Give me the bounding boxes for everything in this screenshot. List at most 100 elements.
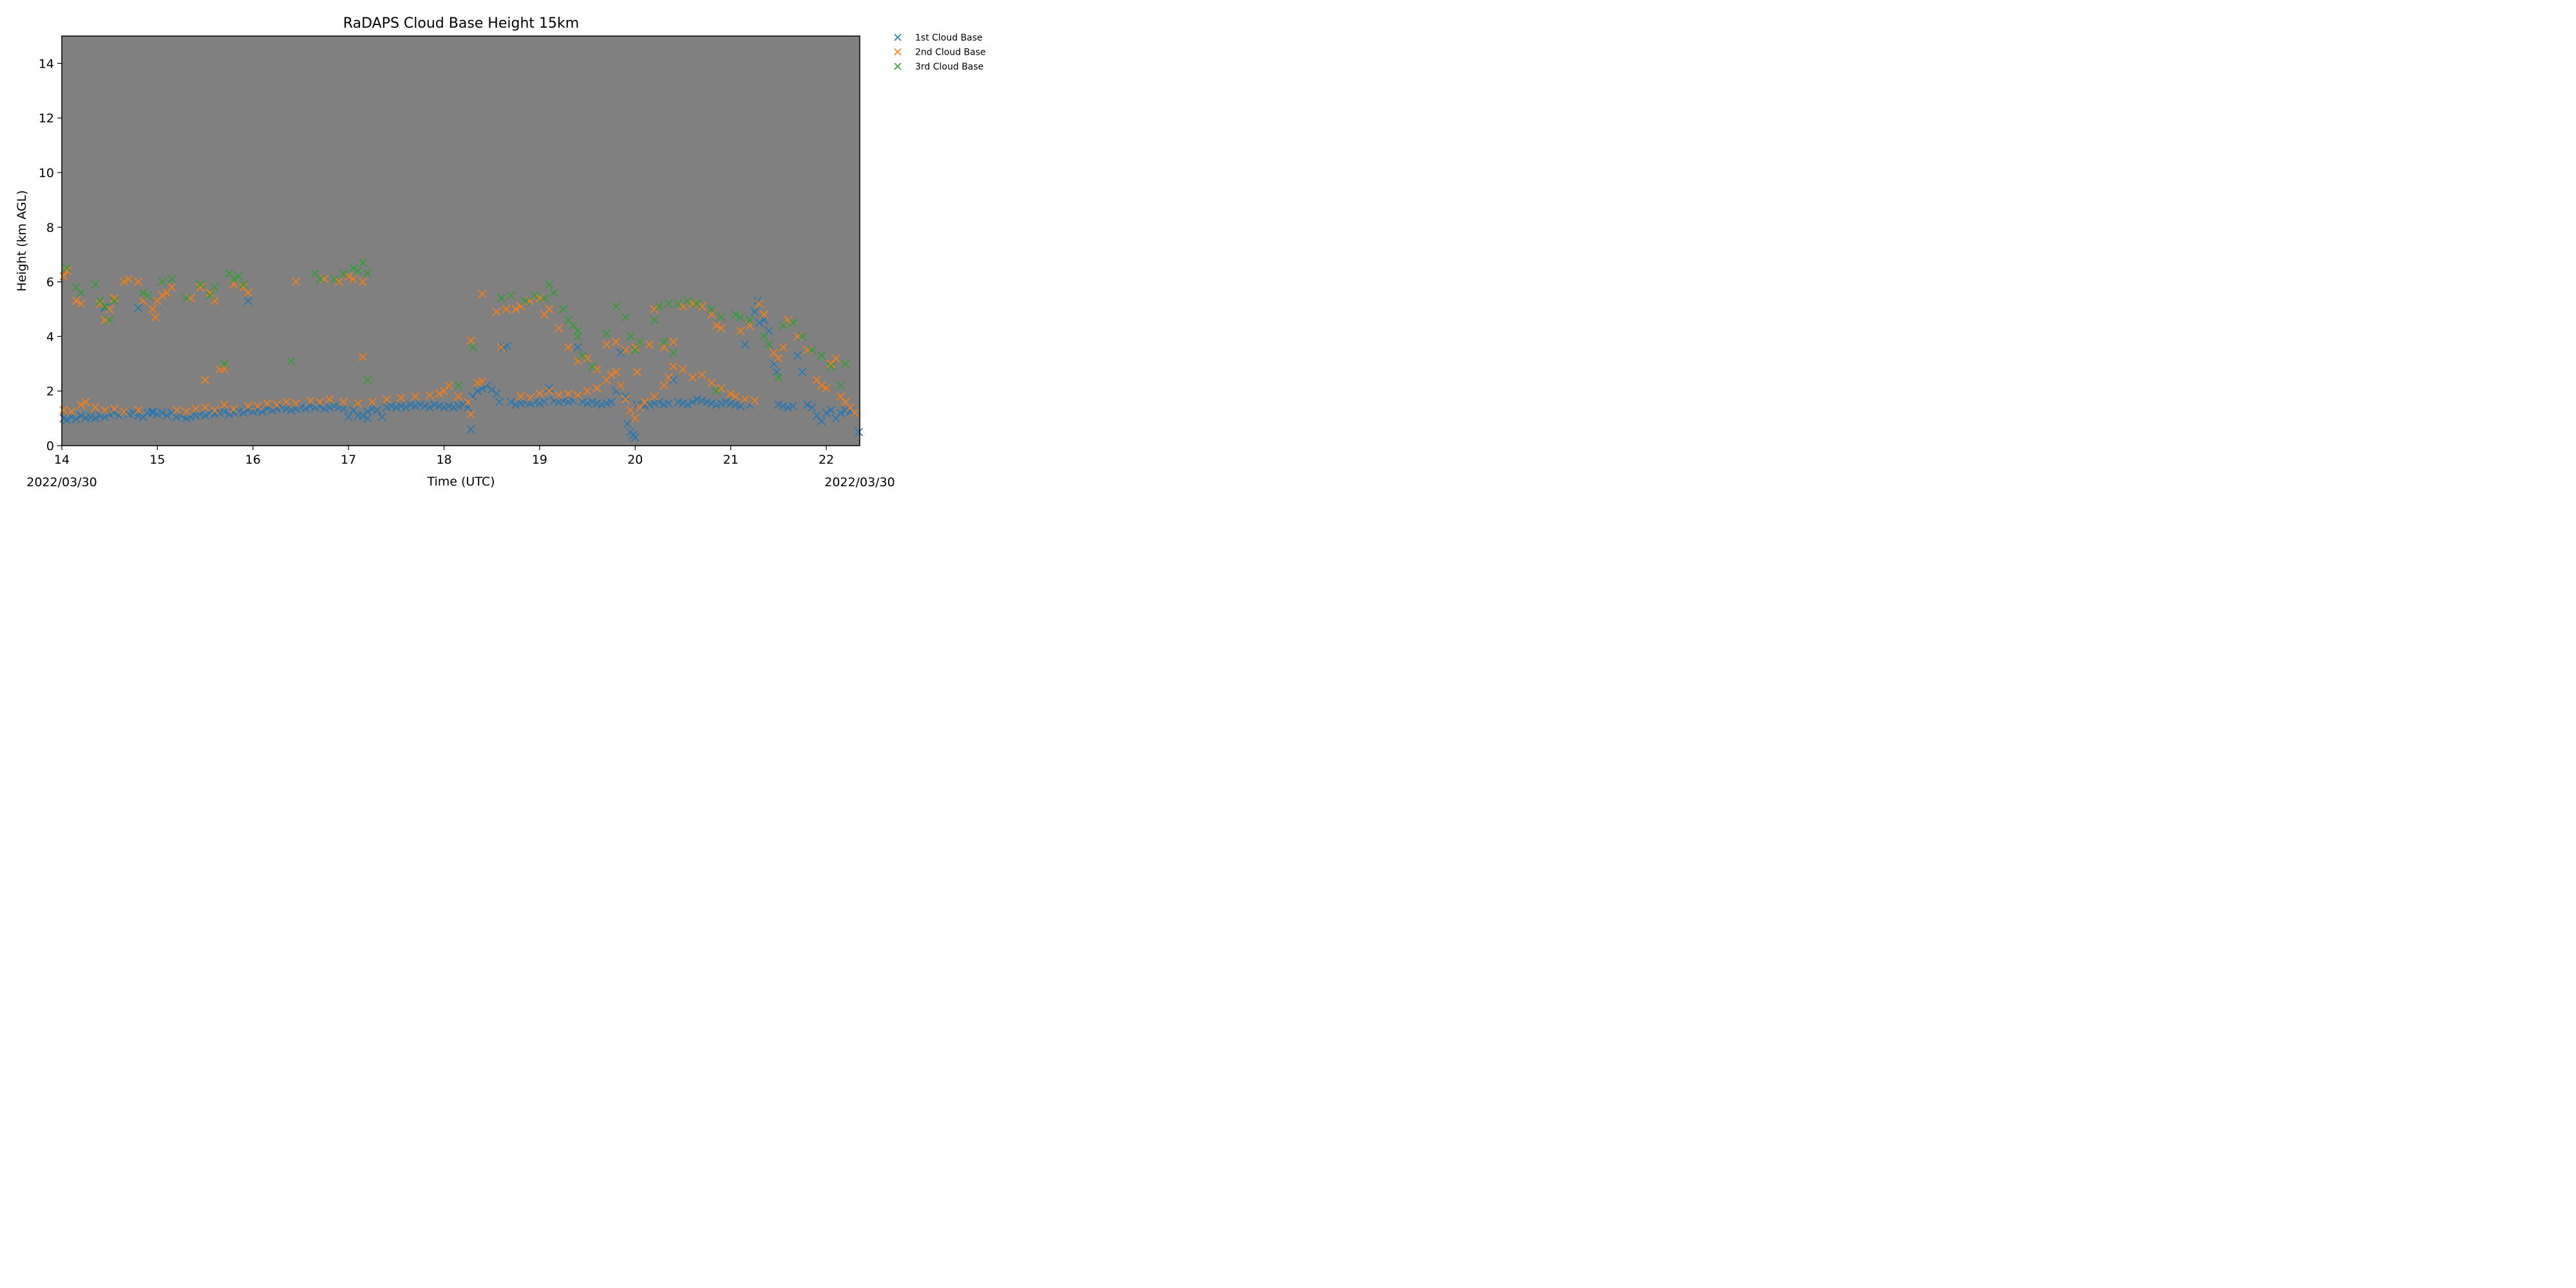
data-point — [77, 411, 86, 420]
data-point — [750, 396, 759, 405]
data-point — [330, 274, 339, 283]
data-point — [645, 340, 654, 349]
data-point — [664, 399, 673, 408]
date-label-right: 2022/03/30 — [824, 475, 895, 489]
data-point — [846, 407, 855, 416]
data-point — [334, 278, 343, 287]
data-point — [650, 316, 659, 325]
data-point — [630, 346, 639, 355]
data-point — [808, 403, 817, 412]
data-point — [697, 370, 706, 379]
data-markers — [59, 258, 864, 442]
data-point — [253, 401, 262, 411]
chart-title: RaDAPS Cloud Base Height 15km — [343, 15, 579, 32]
data-point — [678, 365, 688, 374]
data-point — [492, 389, 501, 399]
data-point — [669, 362, 678, 371]
data-point — [330, 401, 339, 411]
data-point — [287, 406, 296, 415]
data-point — [640, 401, 649, 411]
data-point — [368, 397, 377, 406]
data-point — [201, 403, 210, 412]
y-tick-label: 0 — [46, 439, 54, 453]
data-point — [201, 411, 210, 420]
data-point — [573, 390, 582, 400]
data-point — [779, 343, 788, 352]
data-point — [573, 343, 582, 352]
data-point — [392, 403, 401, 412]
data-point — [784, 403, 793, 412]
data-point — [712, 386, 721, 395]
data-point — [630, 433, 639, 442]
data-point — [712, 321, 721, 330]
data-point — [707, 399, 716, 408]
data-point — [421, 401, 430, 411]
data-point — [86, 412, 95, 422]
data-point — [134, 406, 143, 415]
data-point — [110, 294, 119, 303]
data-point — [239, 408, 248, 417]
data-point — [592, 384, 601, 393]
data-point — [826, 362, 836, 371]
y-tick-label: 14 — [39, 57, 54, 71]
data-point — [707, 378, 716, 388]
data-point — [77, 299, 86, 308]
data-point — [650, 392, 659, 401]
data-point — [339, 269, 348, 278]
data-point — [466, 424, 475, 434]
data-point — [545, 386, 554, 395]
data-point — [339, 397, 348, 406]
data-point — [521, 296, 530, 305]
data-point — [741, 340, 750, 349]
x-tick-label: 14 — [54, 453, 70, 467]
data-point — [363, 375, 372, 384]
data-point — [836, 381, 845, 390]
data-point — [831, 354, 840, 363]
data-point — [143, 291, 153, 300]
data-point — [817, 417, 826, 426]
data-point — [100, 302, 109, 311]
data-point — [220, 359, 229, 368]
x-tick-label: 22 — [819, 453, 834, 467]
data-point — [306, 396, 315, 405]
data-point — [196, 283, 205, 292]
data-point — [554, 324, 564, 333]
y-tick-label: 2 — [46, 384, 54, 399]
data-point — [549, 288, 558, 298]
data-point — [229, 408, 238, 417]
data-point — [602, 329, 611, 338]
data-point — [119, 278, 129, 287]
data-point — [201, 375, 210, 384]
y-tick-label: 12 — [39, 111, 54, 126]
data-point — [243, 401, 252, 411]
data-point — [182, 407, 191, 416]
data-point — [411, 401, 420, 411]
data-point — [707, 305, 716, 314]
data-point — [511, 305, 520, 314]
data-point — [779, 321, 788, 330]
data-point — [612, 302, 621, 311]
data-point — [545, 305, 554, 314]
data-point — [124, 274, 133, 283]
data-point — [497, 343, 506, 352]
data-point — [91, 414, 100, 423]
data-point — [148, 407, 157, 416]
x-tick-label: 19 — [532, 453, 547, 467]
data-point — [683, 400, 692, 409]
data-point — [540, 294, 549, 303]
data-point — [688, 373, 697, 382]
data-point — [774, 354, 783, 363]
data-point — [172, 406, 181, 415]
data-point — [731, 310, 740, 319]
data-point — [587, 397, 597, 406]
data-point — [755, 318, 764, 327]
data-point — [354, 399, 363, 408]
data-point — [621, 395, 630, 404]
data-point — [210, 283, 219, 292]
data-point — [110, 404, 119, 413]
data-point — [210, 410, 219, 419]
data-point — [71, 296, 80, 305]
data-point — [397, 393, 406, 402]
data-point — [473, 386, 482, 395]
data-point — [640, 397, 649, 406]
